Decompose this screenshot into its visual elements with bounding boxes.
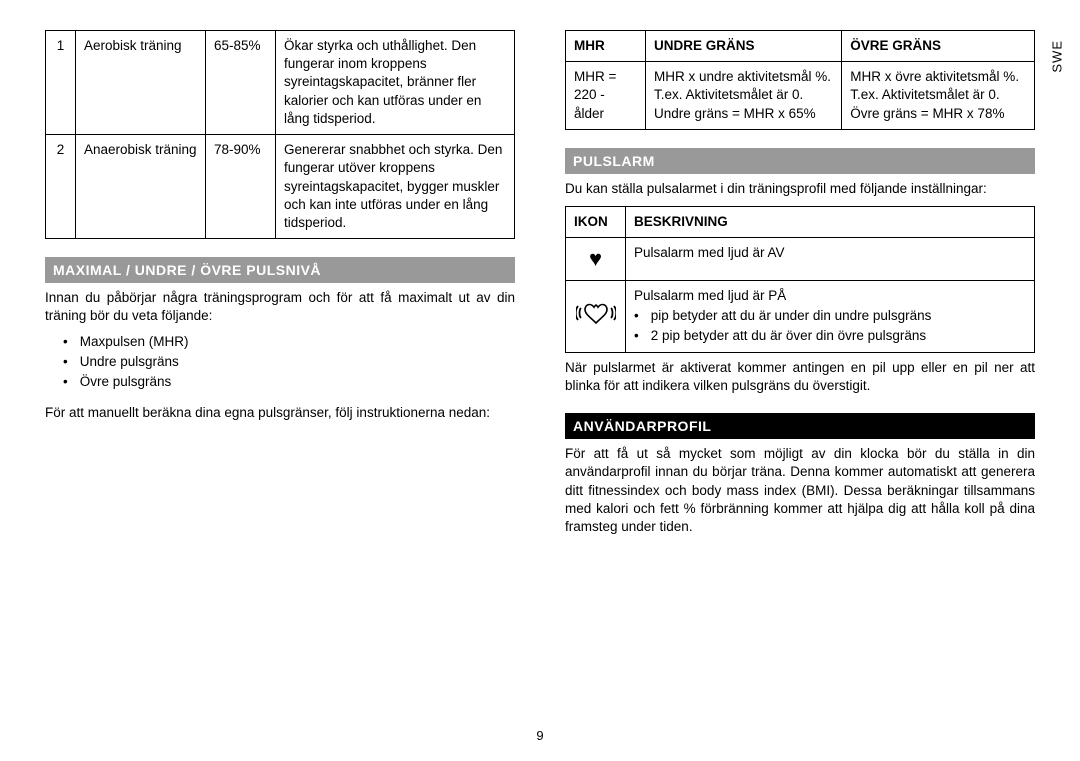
profil-body: För att få ut så mycket som möjligt av d… [565,445,1035,536]
heart-sound-icon [566,281,626,353]
undre-formula: MHR x undre aktivitetsmål %. T.ex. Aktiv… [646,62,842,130]
table-row: MHR = 220 - ålder MHR x undre aktivitets… [566,62,1035,130]
maxpuls-bullet-list: Maxpulsen (MHR) Undre pulsgräns Övre pul… [63,332,515,393]
maxpuls-outro: För att manuellt beräkna dina egna pulsg… [45,404,515,422]
language-label: SWE [1050,40,1065,73]
table-header-row: Mhr Undre Gräns Övre Gräns [566,31,1035,62]
section-heading-maxpuls: MAXIMAL / UNDRE / ÖVRE PULSNIVÅ [45,257,515,283]
col-header-ikon: Ikon [566,207,626,238]
table-header-row: Ikon Beskrivning [566,207,1035,238]
heart-solid-icon: ♥ [566,238,626,281]
list-item: pip betyder att du är under din undre pu… [634,307,1026,325]
ovre-formula: MHR x övre aktivitetsmål %. T.ex. Aktivi… [842,62,1035,130]
table-row: 1 Aerobisk träning 65-85% Ökar styrka oc… [46,31,515,135]
alarm-off-desc: Pulsalarm med ljud är AV [626,238,1035,281]
training-pct: 78-90% [206,135,276,239]
alarm-on-cell: Pulsalarm med ljud är PÅ pip betyder att… [626,281,1035,353]
training-desc: Ökar styrka och uthållighet. Den fungera… [276,31,515,135]
training-desc: Genererar snabbhet och styrka. Den funge… [276,135,515,239]
table-row: Pulsalarm med ljud är PÅ pip betyder att… [566,281,1035,353]
col-header-ovre: Övre Gräns [842,31,1035,62]
mhr-formula: MHR = 220 - ålder [566,62,646,130]
pulslarm-outro: När pulslarmet är aktiverat kommer antin… [565,359,1035,395]
pulslarm-intro: Du kan ställa pulsalarmet i din tränings… [565,180,1035,198]
list-item: Övre pulsgräns [63,372,515,392]
pulslarm-table: Ikon Beskrivning ♥ Pulsalarm med ljud är… [565,206,1035,353]
table-row: 2 Anaerobisk träning 78-90% Genererar sn… [46,135,515,239]
left-column: 1 Aerobisk träning 65-85% Ökar styrka oc… [45,30,515,741]
right-column: Mhr Undre Gräns Övre Gräns MHR = 220 - å… [565,30,1035,741]
table-row: ♥ Pulsalarm med ljud är AV [566,238,1035,281]
col-header-mhr: Mhr [566,31,646,62]
training-pct: 65-85% [206,31,276,135]
section-heading-pulslarm: PULSLARM [565,148,1035,174]
row-number: 2 [46,135,76,239]
page-number: 9 [536,728,543,743]
training-name: Aerobisk träning [76,31,206,135]
row-number: 1 [46,31,76,135]
list-item: Maxpulsen (MHR) [63,332,515,352]
mhr-table: Mhr Undre Gräns Övre Gräns MHR = 220 - å… [565,30,1035,130]
col-header-undre: Undre Gräns [646,31,842,62]
training-types-table: 1 Aerobisk träning 65-85% Ökar styrka oc… [45,30,515,239]
section-heading-profil: ANVÄNDARPROFIL [565,413,1035,439]
maxpuls-intro: Innan du påbörjar några träningsprogram … [45,289,515,325]
list-item: 2 pip betyder att du är över din övre pu… [634,327,1026,345]
training-name: Anaerobisk träning [76,135,206,239]
alarm-sub-list: pip betyder att du är under din undre pu… [634,307,1026,345]
col-header-beskrivning: Beskrivning [626,207,1035,238]
list-item: Undre pulsgräns [63,352,515,372]
alarm-on-desc: Pulsalarm med ljud är PÅ [634,287,1026,305]
